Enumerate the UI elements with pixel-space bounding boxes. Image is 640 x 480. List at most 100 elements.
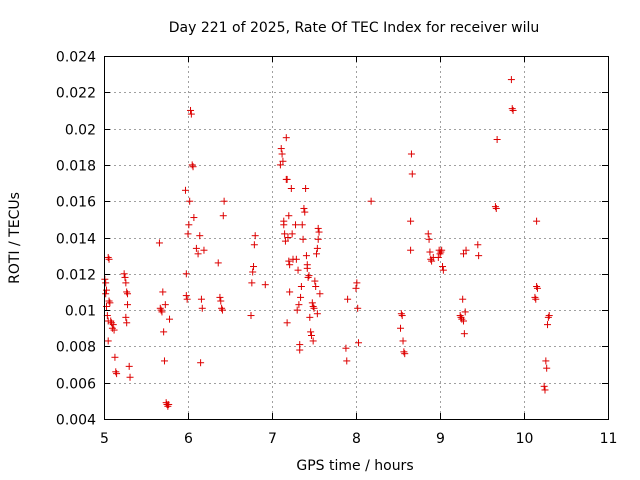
data-point bbox=[283, 175, 291, 183]
data-points bbox=[101, 76, 553, 410]
data-point bbox=[158, 308, 166, 316]
data-point bbox=[399, 337, 407, 345]
y-tick-label: 0.012 bbox=[56, 268, 96, 284]
data-point bbox=[313, 250, 321, 258]
data-point bbox=[302, 252, 310, 260]
data-point bbox=[281, 237, 289, 245]
data-point bbox=[297, 293, 305, 301]
data-point bbox=[315, 228, 323, 236]
x-tick-label: 8 bbox=[352, 431, 361, 447]
data-point bbox=[544, 313, 552, 321]
data-point bbox=[214, 259, 222, 267]
data-point bbox=[282, 134, 290, 142]
data-point bbox=[122, 279, 130, 287]
data-point bbox=[310, 304, 318, 312]
data-point bbox=[456, 312, 464, 320]
data-point bbox=[248, 279, 256, 287]
x-tick-label: 6 bbox=[184, 431, 193, 447]
data-point bbox=[104, 253, 112, 261]
data-point bbox=[367, 197, 375, 205]
y-tick-label: 0.02 bbox=[65, 123, 96, 139]
data-point bbox=[460, 250, 468, 258]
data-point bbox=[284, 234, 292, 241]
data-point bbox=[109, 321, 117, 329]
data-point bbox=[250, 241, 258, 249]
data-point bbox=[437, 248, 445, 256]
data-point bbox=[297, 283, 305, 291]
data-point bbox=[249, 268, 257, 276]
data-point bbox=[543, 364, 551, 372]
data-point bbox=[459, 295, 467, 303]
data-point bbox=[292, 221, 300, 229]
data-point bbox=[424, 230, 432, 238]
data-point bbox=[217, 297, 225, 305]
data-point bbox=[200, 246, 208, 254]
data-point bbox=[190, 214, 198, 222]
data-point bbox=[302, 184, 310, 192]
data-point bbox=[299, 235, 307, 243]
data-point bbox=[401, 350, 409, 358]
data-point bbox=[292, 255, 300, 263]
data-point bbox=[279, 157, 287, 165]
data-point bbox=[121, 273, 129, 281]
data-point bbox=[353, 279, 361, 287]
data-point bbox=[113, 370, 121, 378]
data-point bbox=[261, 281, 269, 289]
data-point bbox=[251, 232, 259, 240]
data-point bbox=[106, 299, 114, 307]
data-point bbox=[250, 263, 258, 271]
data-point bbox=[313, 310, 321, 318]
data-point bbox=[285, 257, 293, 265]
data-point bbox=[434, 253, 442, 261]
y-tick-label: 0.024 bbox=[56, 50, 96, 66]
data-point bbox=[286, 288, 294, 296]
data-point bbox=[277, 145, 285, 153]
data-point bbox=[126, 373, 134, 381]
data-point bbox=[425, 235, 433, 243]
y-tick-label: 0.006 bbox=[56, 377, 96, 393]
data-point bbox=[314, 235, 322, 243]
data-point bbox=[161, 301, 169, 309]
data-point bbox=[533, 284, 541, 292]
data-point bbox=[183, 295, 191, 303]
data-point bbox=[311, 277, 319, 285]
data-point bbox=[104, 337, 112, 345]
data-point bbox=[103, 312, 111, 320]
plot-frame bbox=[104, 56, 609, 420]
data-point bbox=[197, 295, 205, 303]
data-point bbox=[400, 348, 408, 356]
data-point bbox=[155, 239, 163, 247]
data-point bbox=[198, 304, 206, 312]
data-point bbox=[112, 368, 120, 376]
data-point bbox=[407, 246, 415, 254]
data-point bbox=[460, 330, 468, 338]
x-tick-label: 9 bbox=[436, 431, 445, 447]
data-point bbox=[281, 230, 289, 238]
data-point bbox=[312, 283, 320, 291]
data-point bbox=[533, 217, 541, 225]
data-point bbox=[124, 290, 132, 298]
data-point bbox=[125, 362, 133, 370]
data-point bbox=[182, 292, 190, 300]
data-point bbox=[457, 313, 465, 321]
chart-title: Day 221 of 2025, Rate Of TEC Index for r… bbox=[169, 20, 539, 36]
data-point bbox=[197, 359, 205, 367]
data-point bbox=[218, 306, 226, 314]
data-point bbox=[287, 184, 295, 192]
data-point bbox=[475, 252, 483, 260]
data-point bbox=[532, 295, 540, 303]
data-point bbox=[110, 326, 118, 334]
data-point bbox=[108, 324, 116, 332]
data-point bbox=[185, 221, 193, 229]
data-point bbox=[313, 244, 321, 252]
y-tick-labels: 0.004 0.006 0.008 0.01 0.012 0.014 0.016 0.018 0… bbox=[56, 50, 96, 429]
data-point bbox=[474, 241, 482, 249]
data-point bbox=[283, 319, 291, 327]
data-point bbox=[278, 150, 286, 158]
data-point bbox=[438, 246, 446, 254]
data-point bbox=[157, 306, 165, 314]
data-point bbox=[184, 230, 192, 238]
data-point bbox=[247, 312, 255, 320]
data-point bbox=[492, 204, 500, 212]
data-point bbox=[408, 170, 416, 178]
